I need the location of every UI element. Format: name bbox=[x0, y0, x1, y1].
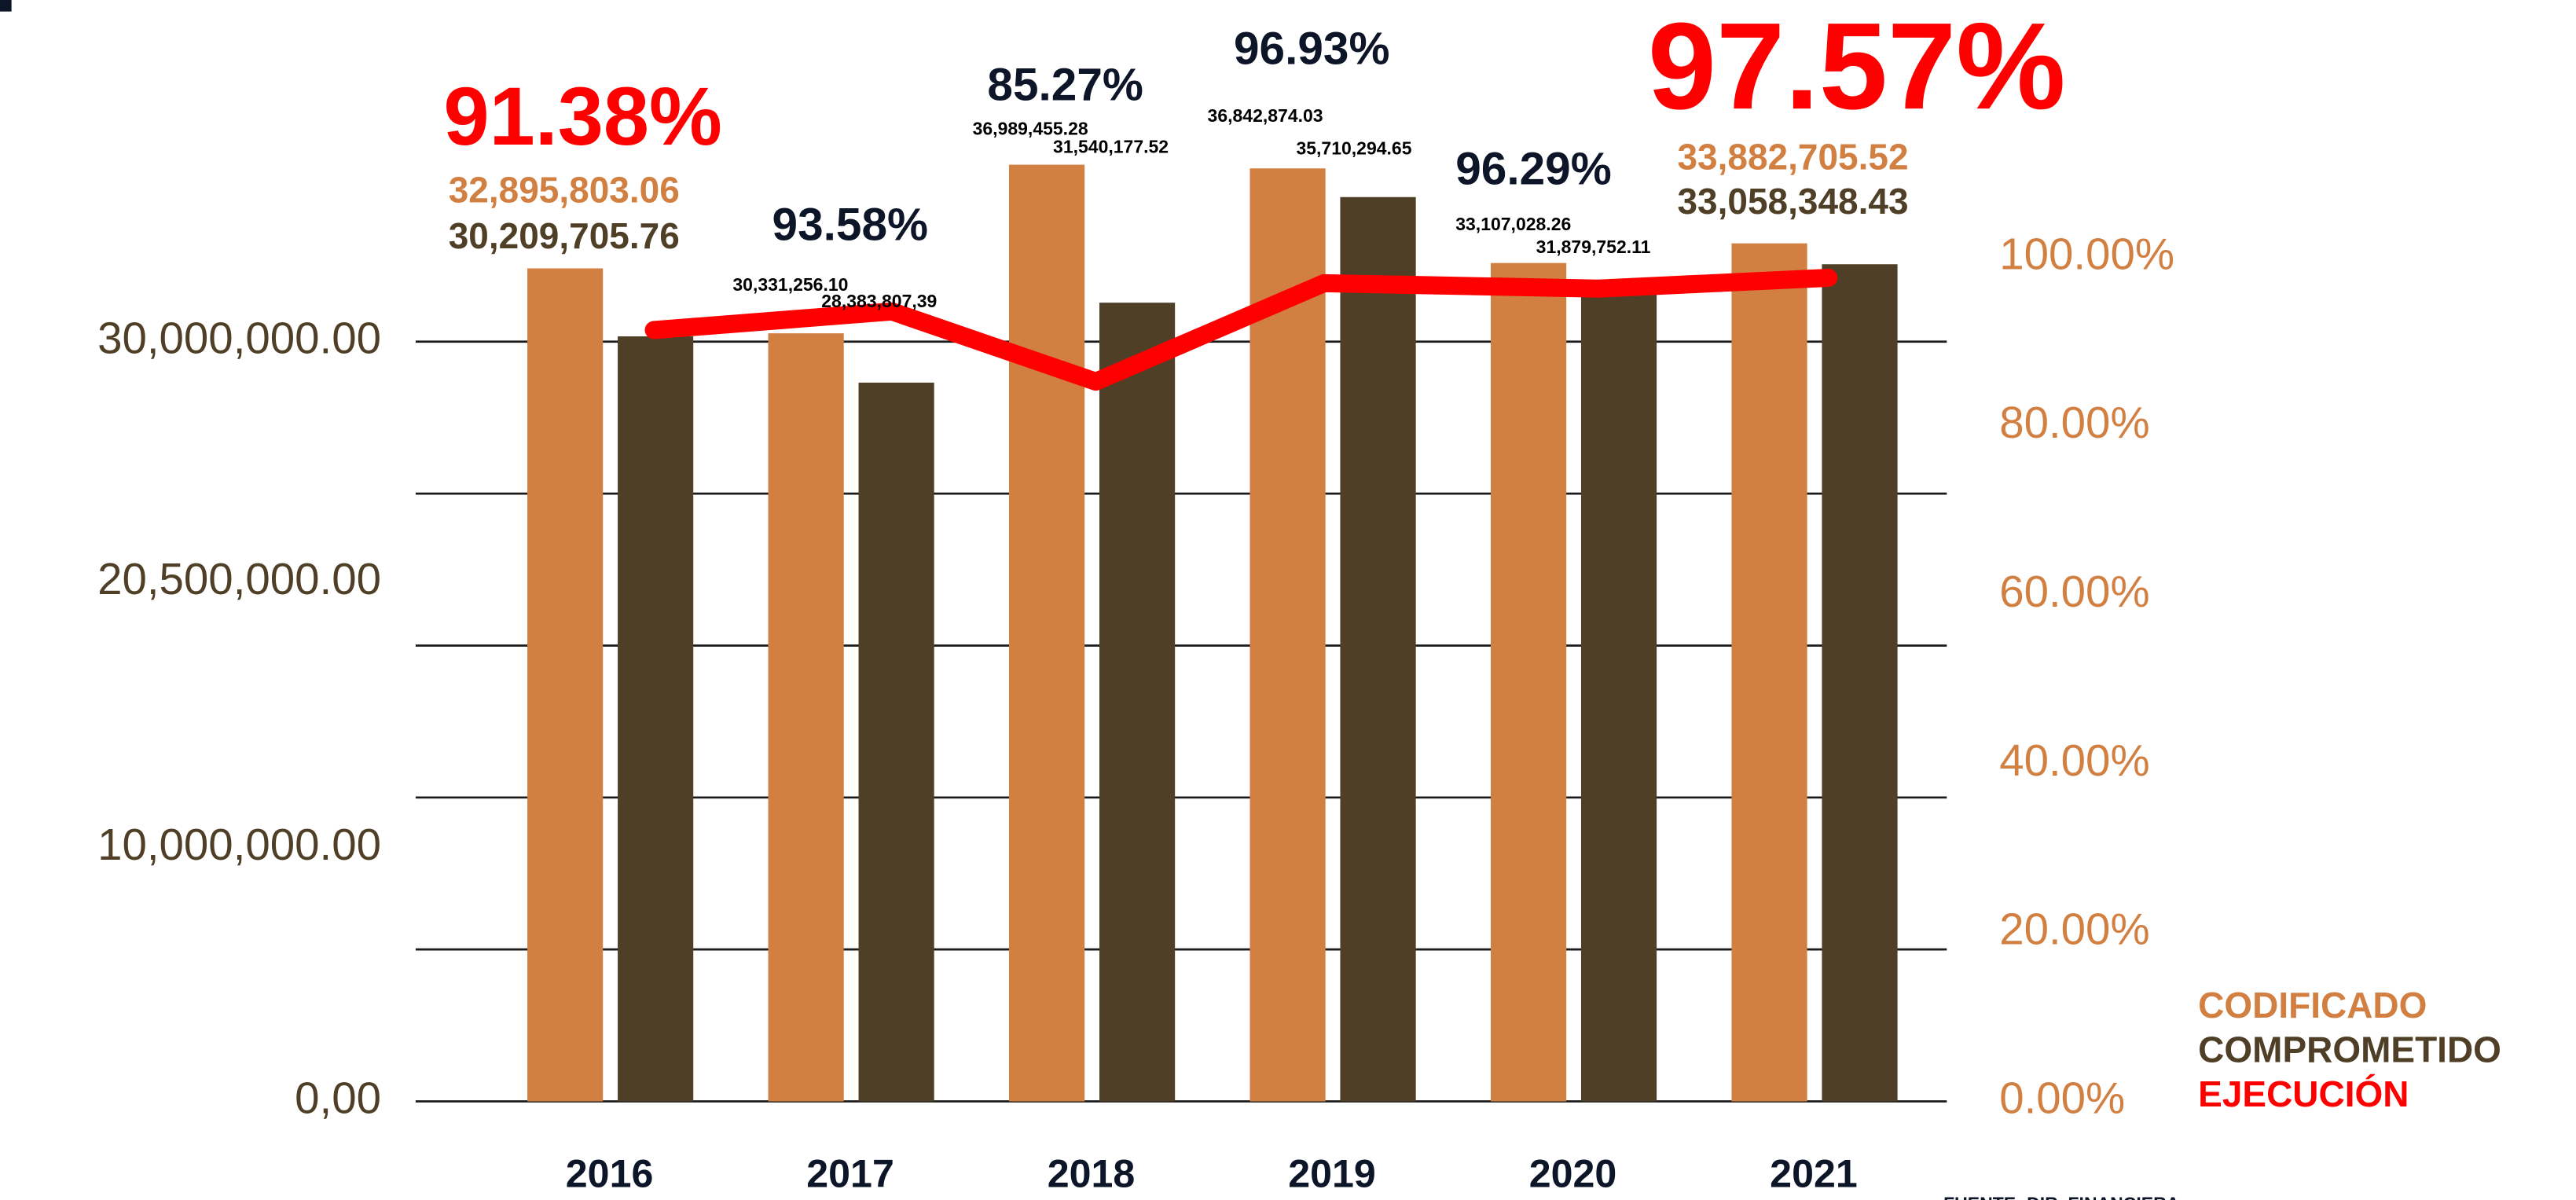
y-tick-label: 30,000,000.00 bbox=[97, 314, 381, 363]
data-label: 36,842,874.03 bbox=[1208, 105, 1323, 126]
x-tick-label: 2017 bbox=[806, 1151, 894, 1195]
bar bbox=[1490, 262, 1567, 1102]
bar bbox=[1099, 303, 1176, 1102]
data-label: 36,989,455.28 bbox=[973, 119, 1088, 139]
data-label: 96.29% bbox=[1455, 143, 1612, 194]
bar bbox=[1731, 243, 1807, 1102]
bar bbox=[1009, 164, 1085, 1102]
data-label: 31,540,177.52 bbox=[1053, 137, 1169, 157]
corner-mark bbox=[0, 0, 12, 12]
bar bbox=[527, 268, 604, 1102]
y-tick-label: 20,500,000.00 bbox=[97, 554, 381, 604]
data-label: 32,895,803.06 bbox=[449, 169, 680, 210]
y2-tick-label: 0.00% bbox=[1999, 1073, 2125, 1122]
data-label: 91.38% bbox=[443, 71, 721, 163]
data-label: 93.58% bbox=[772, 199, 929, 250]
legend-entry: COMPROMETIDO bbox=[2198, 1029, 2501, 1070]
data-label: 31,879,752.11 bbox=[1536, 237, 1651, 257]
data-label: 33,058,348.43 bbox=[1677, 181, 1908, 222]
data-label: 35,710,294.65 bbox=[1296, 138, 1411, 159]
data-label: 33,107,028.26 bbox=[1455, 214, 1571, 234]
data-label: 96.93% bbox=[1234, 24, 1390, 75]
data-label: 33,882,705.52 bbox=[1677, 136, 1908, 177]
y2-tick-label: 80.00% bbox=[1999, 398, 2149, 447]
x-tick-label: 2018 bbox=[1048, 1151, 1136, 1195]
bar bbox=[1822, 264, 1898, 1102]
bar bbox=[1580, 294, 1657, 1102]
x-tick-label: 2019 bbox=[1288, 1151, 1376, 1195]
x-tick-label: 2016 bbox=[566, 1151, 654, 1195]
data-label: 30,331,256.10 bbox=[732, 274, 848, 295]
bar bbox=[768, 333, 844, 1102]
y-tick-label: 0,00 bbox=[295, 1073, 381, 1122]
y2-tick-label: 60.00% bbox=[1999, 567, 2149, 616]
data-label: 30,209,705.76 bbox=[449, 215, 680, 256]
y2-tick-label: 100.00% bbox=[1999, 229, 2174, 278]
bar bbox=[858, 382, 934, 1102]
y2-tick-label: 20.00% bbox=[1999, 905, 2149, 954]
legend-entry: EJECUCIÓN bbox=[2198, 1073, 2409, 1114]
bar bbox=[618, 336, 694, 1102]
data-label: 97.57% bbox=[1648, 0, 2066, 135]
bar bbox=[1249, 168, 1326, 1102]
y2-tick-label: 40.00% bbox=[1999, 736, 2149, 785]
bar bbox=[1340, 196, 1416, 1102]
x-tick-label: 2021 bbox=[1770, 1151, 1858, 1195]
x-tick-label: 2020 bbox=[1529, 1151, 1617, 1195]
data-label: 28,383,807,39 bbox=[821, 291, 937, 311]
y-tick-label: 10,000,000.00 bbox=[97, 820, 381, 869]
legend-entry: CODIFICADO bbox=[2198, 985, 2427, 1026]
line-series bbox=[644, 268, 1838, 391]
data-label: 85.27% bbox=[987, 60, 1143, 111]
source-note: FUENTE: DIR. FINANCIERA bbox=[1943, 1194, 2179, 1200]
